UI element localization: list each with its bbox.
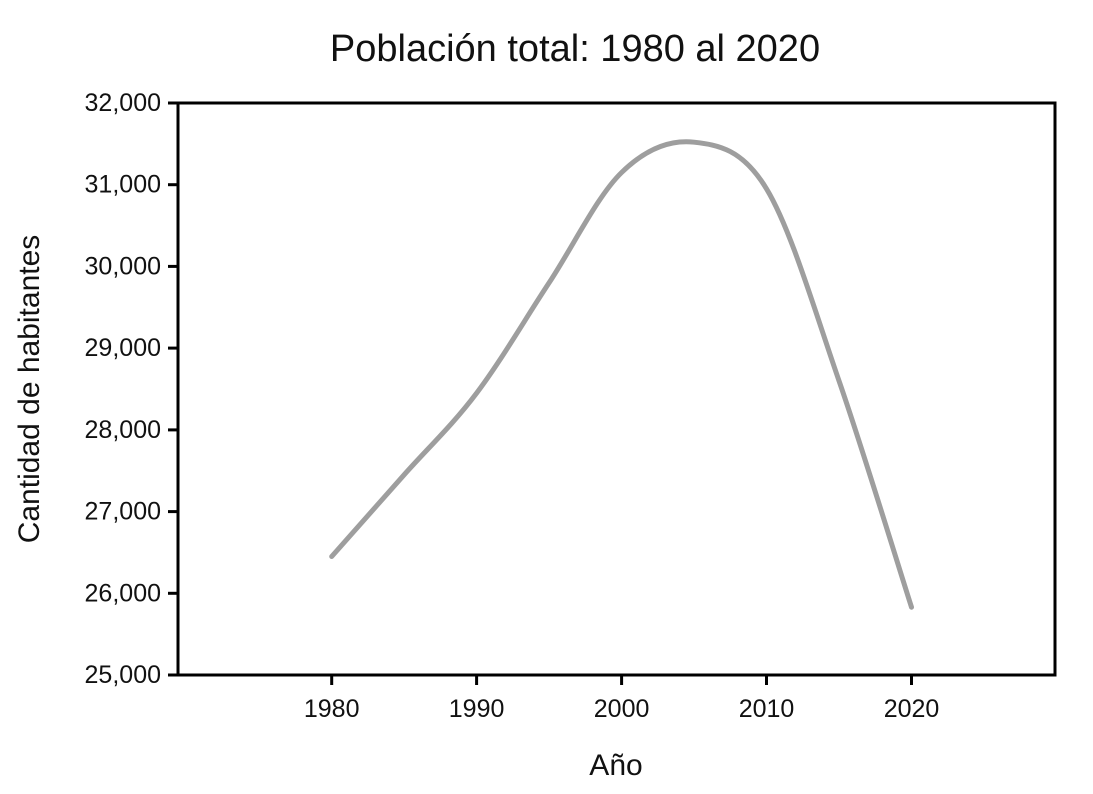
y-tick-label: 31,000 — [85, 171, 161, 199]
x-axis-label: Año — [589, 749, 643, 782]
y-tick-label: 27,000 — [85, 498, 161, 526]
x-tick-label: 2010 — [739, 695, 795, 723]
y-tick-label: 32,000 — [85, 89, 161, 117]
x-tick-label: 2000 — [594, 695, 650, 723]
axes-frame — [176, 101, 1057, 677]
y-tick-label: 26,000 — [85, 579, 161, 607]
y-tick-label: 29,000 — [85, 334, 161, 362]
x-tick-label: 1980 — [304, 695, 360, 723]
x-tick-label: 2020 — [884, 695, 940, 723]
population-line-series — [329, 139, 914, 610]
y-tick-label: 28,000 — [85, 416, 161, 444]
y-tick-label: 30,000 — [85, 252, 161, 280]
x-tick-label: 1990 — [449, 695, 505, 723]
y-tick-label: 25,000 — [85, 661, 161, 689]
chart-title: Población total: 1980 al 2020 — [329, 28, 821, 71]
